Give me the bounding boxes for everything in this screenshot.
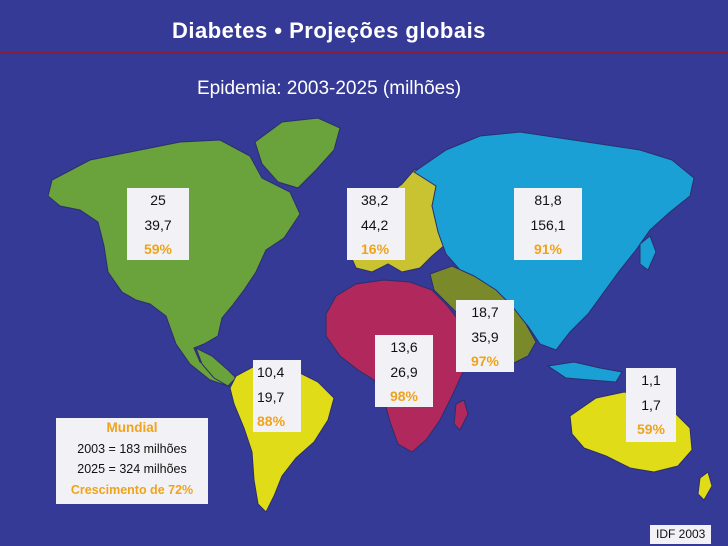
source-label: IDF 2003 <box>650 525 712 544</box>
value-2003: 18,7 <box>471 304 499 320</box>
value-2025: 156,1 <box>530 216 566 233</box>
value-2003: 13,6 <box>390 339 418 355</box>
region-box-south-america: 10,4 19,7 88% <box>253 360 301 432</box>
growth-percent: 59% <box>143 241 173 257</box>
world-summary-box: Mundial 2003 = 183 milhões 2025 = 324 mi… <box>56 418 208 504</box>
slide-title: Diabetes • Projeções globais <box>172 18 486 43</box>
region-box-middle-east: 18,7 35,9 97% <box>456 300 514 372</box>
value-2025: 44,2 <box>361 216 389 233</box>
growth-percent: 88% <box>257 413 286 429</box>
north-america-shape <box>47 139 301 387</box>
value-2025: 39,7 <box>144 216 172 233</box>
central-america-shape <box>195 346 237 387</box>
world-label: Mundial <box>106 420 158 435</box>
region-box-australia: 1,1 1,7 59% <box>626 368 676 442</box>
region-box-africa: 13,6 26,9 98% <box>375 335 433 407</box>
value-2003: 38,2 <box>361 192 389 208</box>
value-2003: 1,1 <box>641 372 661 388</box>
region-box-europe: 38,2 44,2 16% <box>347 188 405 260</box>
world-2025: 2025 = 324 milhões <box>77 462 187 476</box>
region-box-north-america: 25 39,7 59% <box>127 188 189 260</box>
value-2025: 35,9 <box>471 328 499 345</box>
value-2003: 10,4 <box>257 364 285 380</box>
growth-percent: 16% <box>361 241 390 257</box>
growth-percent: 91% <box>533 241 563 257</box>
japan-shape <box>639 235 657 271</box>
value-2003: 25 <box>150 192 166 208</box>
world-growth: Crescimento de 72% <box>70 482 194 497</box>
growth-percent: 97% <box>470 353 500 369</box>
region-box-asia: 81,8 156,1 91% <box>514 188 582 260</box>
title-rule <box>0 52 728 54</box>
new-zealand-shape <box>697 471 713 501</box>
indonesia-shape <box>546 361 623 383</box>
value-2025: 26,9 <box>390 363 418 380</box>
value-2025: 19,7 <box>257 388 285 405</box>
world-2003: 2003 = 183 milhões <box>77 441 187 456</box>
madagascar-shape <box>453 399 469 431</box>
growth-percent: 98% <box>389 388 419 404</box>
greenland-shape <box>254 117 341 189</box>
value-2025: 1,7 <box>641 396 661 413</box>
value-2003: 81,8 <box>534 192 562 208</box>
slide-subtitle: Epidemia: 2003-2025 (milhões) <box>197 78 462 99</box>
growth-percent: 59% <box>636 421 666 437</box>
